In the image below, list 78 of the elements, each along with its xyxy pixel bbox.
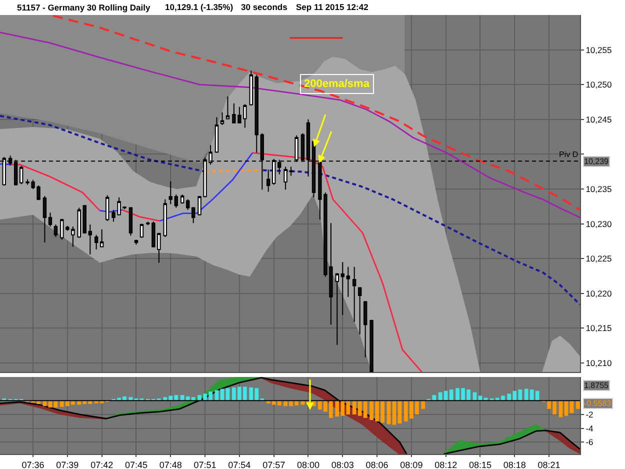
x-tick-label: 08:09 [400, 460, 423, 469]
candlestick [370, 319, 374, 372]
text: -0.5583 [584, 399, 612, 408]
x-tick-label: 07:45 [124, 460, 148, 469]
y-tick-label: -4 [586, 423, 594, 434]
candlestick [94, 234, 98, 250]
bar [392, 400, 396, 425]
x-tick-label: 08:00 [296, 460, 320, 469]
line-series [252, 152, 422, 372]
x-tick-label: 07:36 [22, 460, 44, 469]
y-tick-label: 10,225 [586, 254, 612, 264]
text: 30 seconds [241, 2, 288, 12]
y-tick-label: -2 [586, 409, 594, 420]
candlestick [163, 198, 167, 238]
chart-title: 51157 - Germany 30 Rolling Daily [17, 2, 150, 12]
y-tick-label: 10,245 [586, 114, 612, 124]
y-tick-label: 10,220 [586, 288, 612, 298]
line-series [11, 164, 100, 212]
candlestick [340, 262, 344, 316]
candlestick [363, 300, 368, 358]
bar [421, 400, 426, 409]
candlestick [254, 74, 258, 154]
x-tick-label: 07:51 [194, 460, 216, 469]
candlestick [48, 212, 52, 228]
candlestick [140, 223, 144, 238]
bar [576, 400, 580, 409]
x-tick-label: 07:39 [56, 460, 79, 469]
candlestick [249, 70, 253, 106]
line-series [0, 32, 580, 218]
y-tick-label: 10,215 [586, 323, 612, 334]
x-tick-label: 07:42 [90, 460, 114, 469]
candlestick [100, 228, 104, 248]
candlestick [358, 286, 362, 335]
line-series [262, 169, 580, 306]
candlestick [77, 207, 81, 238]
x-tick-label: 07:48 [159, 460, 182, 469]
y-tick-label: 10,250 [586, 80, 612, 90]
candlestick [168, 180, 172, 205]
x-tick-label: 07:57 [262, 460, 286, 469]
candlestick [191, 206, 196, 224]
candlestick [226, 96, 230, 120]
text: 10,129.1 (-1.35%) [165, 2, 234, 12]
text: 10,239 [584, 157, 610, 166]
line-series [52, 15, 580, 211]
candlestick [186, 198, 190, 210]
x-tick-label: 08:06 [366, 460, 388, 469]
x-tick-label: 07:54 [228, 460, 251, 469]
candlestick [82, 204, 86, 234]
candlestick [174, 194, 178, 208]
x-tick-label: 08:18 [503, 460, 526, 469]
candlestick [19, 166, 24, 185]
text: 1.8755 [584, 381, 610, 390]
candlestick [220, 112, 224, 126]
x-tick-label: 08:21 [538, 460, 560, 469]
candlestick [42, 195, 47, 244]
candlestick [352, 266, 356, 322]
y-tick-label: 10,255 [586, 44, 612, 55]
candlestick [180, 194, 184, 204]
candlestick [266, 168, 270, 192]
text: Sep 11 2015 12:42 [296, 2, 369, 12]
x-tick-label: 08:03 [331, 460, 354, 469]
candlestick [134, 240, 138, 246]
y-tick-label: 10,235 [586, 184, 612, 194]
y-tick-label: 10,210 [586, 358, 612, 368]
ref-line-label: Piv D [559, 150, 578, 159]
line-series [158, 152, 254, 222]
candlestick [335, 272, 339, 346]
candlestick [88, 224, 92, 255]
y-tick-label: -6 [586, 437, 594, 448]
candlestick [214, 116, 219, 154]
x-tick-label: 08:12 [434, 460, 458, 469]
x-tick-label: 08:15 [468, 460, 492, 469]
candlestick [105, 194, 110, 222]
y-tick-label: 10,230 [586, 218, 612, 229]
candlestick [54, 224, 58, 238]
candlestick [346, 266, 350, 298]
candlestick [128, 206, 133, 236]
annotation: 200ema/sma [304, 78, 370, 90]
